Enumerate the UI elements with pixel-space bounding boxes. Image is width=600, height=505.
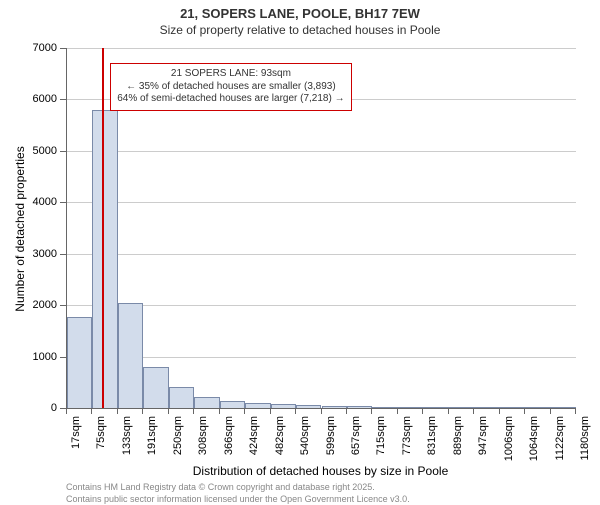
x-tick: [295, 408, 296, 414]
grid-line: [67, 254, 576, 255]
x-tick-label: 17sqm: [70, 416, 82, 472]
histogram-bar: [67, 317, 92, 408]
x-tick: [575, 408, 576, 414]
histogram-bar: [474, 407, 499, 408]
histogram-bar: [245, 403, 270, 408]
plot-area: 21 SOPERS LANE: 93sqm← 35% of detached h…: [66, 48, 576, 409]
x-tick: [168, 408, 169, 414]
x-tick: [142, 408, 143, 414]
y-tick-label: 3000: [21, 248, 57, 260]
y-tick: [60, 151, 66, 152]
y-tick: [60, 305, 66, 306]
x-tick-label: 424sqm: [248, 416, 260, 472]
x-tick-label: 889sqm: [452, 416, 464, 472]
x-tick-label: 773sqm: [401, 416, 413, 472]
chart-title-line2: Size of property relative to detached ho…: [0, 21, 600, 37]
y-tick: [60, 99, 66, 100]
y-tick: [60, 202, 66, 203]
annotation-line3: 64% of semi-detached houses are larger (…: [117, 93, 344, 106]
x-tick: [422, 408, 423, 414]
x-tick: [91, 408, 92, 414]
x-tick-label: 1006sqm: [503, 416, 515, 472]
x-tick-label: 657sqm: [350, 416, 362, 472]
histogram-bar: [118, 303, 143, 408]
histogram-bar: [194, 397, 219, 408]
annotation-line2: ← 35% of detached houses are smaller (3,…: [117, 81, 344, 94]
x-tick-label: 540sqm: [299, 416, 311, 472]
x-tick: [473, 408, 474, 414]
histogram-bar: [372, 407, 397, 408]
x-tick: [219, 408, 220, 414]
histogram-bar: [525, 407, 550, 408]
y-tick-label: 2000: [21, 299, 57, 311]
x-tick: [117, 408, 118, 414]
x-tick-label: 366sqm: [223, 416, 235, 472]
x-tick-label: 1064sqm: [528, 416, 540, 472]
x-tick: [371, 408, 372, 414]
y-tick: [60, 254, 66, 255]
y-tick-label: 4000: [21, 196, 57, 208]
x-tick-label: 308sqm: [197, 416, 209, 472]
property-marker-line: [102, 48, 104, 408]
x-tick-label: 715sqm: [375, 416, 387, 472]
grid-line: [67, 151, 576, 152]
histogram-bar: [500, 407, 525, 408]
x-tick: [66, 408, 67, 414]
histogram-bar: [296, 405, 321, 408]
footer-line1: Contains HM Land Registry data © Crown c…: [66, 482, 410, 494]
y-tick-label: 6000: [21, 93, 57, 105]
x-tick-label: 250sqm: [172, 416, 184, 472]
x-tick-label: 1180sqm: [579, 416, 591, 472]
y-tick-label: 5000: [21, 145, 57, 157]
histogram-bar: [398, 407, 423, 408]
histogram-bar: [92, 110, 117, 408]
histogram-bar: [169, 387, 194, 408]
x-tick: [397, 408, 398, 414]
y-tick-label: 1000: [21, 351, 57, 363]
x-tick-label: 599sqm: [325, 416, 337, 472]
grid-line: [67, 357, 576, 358]
y-axis-label: Number of detached properties: [13, 79, 27, 379]
histogram-bar: [423, 407, 448, 408]
chart-title-line1: 21, SOPERS LANE, POOLE, BH17 7EW: [0, 0, 600, 21]
x-tick-label: 947sqm: [477, 416, 489, 472]
histogram-bar: [271, 404, 296, 408]
y-tick-label: 7000: [21, 42, 57, 54]
x-tick: [244, 408, 245, 414]
histogram-bar: [551, 407, 576, 408]
y-tick: [60, 357, 66, 358]
y-tick-label: 0: [21, 402, 57, 414]
x-tick-label: 75sqm: [95, 416, 107, 472]
chart-container: 21, SOPERS LANE, POOLE, BH17 7EW Size of…: [0, 0, 600, 500]
x-tick-label: 831sqm: [426, 416, 438, 472]
histogram-bar: [220, 401, 245, 408]
y-tick: [60, 48, 66, 49]
x-tick-label: 482sqm: [274, 416, 286, 472]
annotation-line1: 21 SOPERS LANE: 93sqm: [117, 68, 344, 81]
x-tick-label: 1122sqm: [554, 416, 566, 472]
grid-line: [67, 202, 576, 203]
histogram-bar: [449, 407, 474, 408]
annotation-box: 21 SOPERS LANE: 93sqm← 35% of detached h…: [110, 63, 351, 111]
x-axis-label: Distribution of detached houses by size …: [66, 464, 575, 478]
x-tick: [550, 408, 551, 414]
histogram-bar: [322, 406, 347, 408]
histogram-bar: [347, 406, 372, 408]
footer-line2: Contains public sector information licen…: [66, 494, 410, 505]
x-tick: [346, 408, 347, 414]
x-tick: [193, 408, 194, 414]
grid-line: [67, 305, 576, 306]
grid-line: [67, 48, 576, 49]
x-tick: [448, 408, 449, 414]
x-tick: [524, 408, 525, 414]
x-tick-label: 133sqm: [121, 416, 133, 472]
footer-text: Contains HM Land Registry data © Crown c…: [66, 482, 410, 505]
x-tick: [270, 408, 271, 414]
histogram-bar: [143, 367, 168, 408]
x-tick-label: 191sqm: [146, 416, 158, 472]
x-tick: [321, 408, 322, 414]
x-tick: [499, 408, 500, 414]
